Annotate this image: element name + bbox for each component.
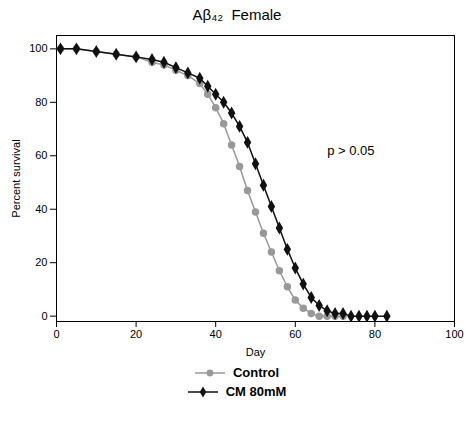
svg-text:Day: Day	[246, 346, 266, 358]
svg-text:100: 100	[445, 328, 463, 340]
svg-text:20: 20	[35, 256, 47, 268]
svg-text:0: 0	[53, 328, 59, 340]
html-text:CM 80mM: CM 80mM	[225, 384, 287, 399]
svg-text:60: 60	[289, 328, 301, 340]
svg-text:20: 20	[130, 328, 142, 340]
svg-text:0: 0	[41, 310, 47, 322]
svg-text:80: 80	[35, 96, 47, 108]
svg-text:100: 100	[29, 42, 47, 54]
svg-text:40: 40	[210, 328, 222, 340]
html-text:Aβ₄₂ Female: Aβ₄₂ Female	[192, 6, 282, 23]
svg-text:Percent survival: Percent survival	[10, 139, 22, 217]
svg-text:80: 80	[369, 328, 381, 340]
svg-text:40: 40	[35, 203, 47, 215]
svg-text:p > 0.05: p > 0.05	[327, 143, 374, 158]
svg-text:60: 60	[35, 149, 47, 161]
html-text:Control: Control	[232, 365, 280, 380]
